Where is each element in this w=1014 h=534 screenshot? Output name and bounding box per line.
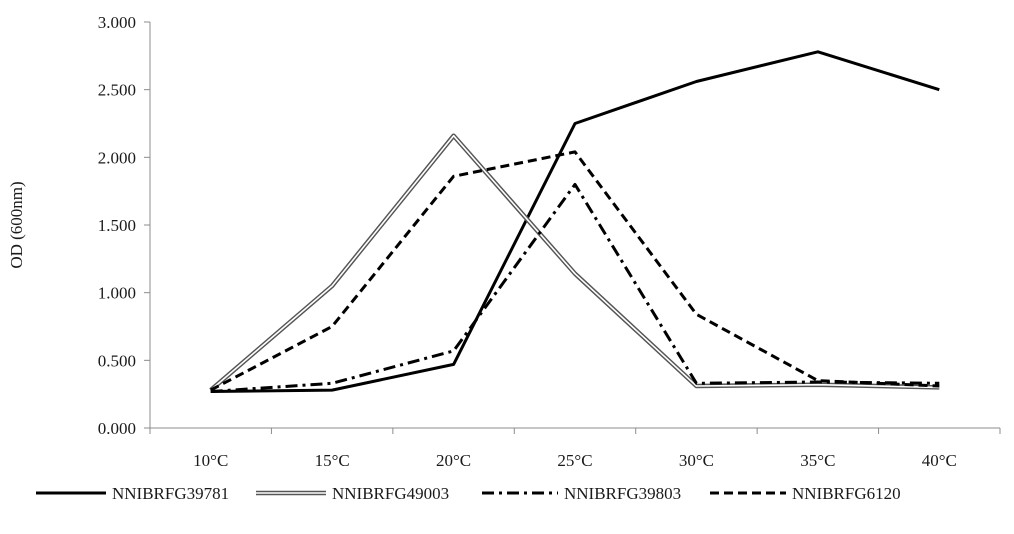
series-line-nnibrfg6120 — [210, 150, 940, 392]
legend-label: NNIBRFG49003 — [332, 484, 449, 503]
series-outline — [209, 133, 940, 392]
legend-item: NNIBRFG6120 — [710, 484, 901, 503]
y-axis-title: OD (600nm) — [7, 181, 26, 268]
legend-item: NNIBRFG49003 — [256, 484, 449, 503]
y-tick-label: 3.000 — [98, 13, 136, 32]
series-path — [210, 182, 940, 393]
y-tick-label: 0.000 — [98, 419, 136, 438]
x-tick-label: 10°C — [193, 451, 228, 470]
x-tick-label: 30°C — [679, 451, 714, 470]
series-line-nnibrfg49003 — [209, 133, 940, 392]
y-axis-ticks: 0.000 0.500 1.000 1.500 2.000 2.500 3.000 — [98, 13, 150, 438]
y-tick-label: 0.500 — [98, 351, 136, 370]
legend-label: NNIBRFG39803 — [564, 484, 681, 503]
legend-label: NNIBRFG39781 — [112, 484, 229, 503]
x-tick-label: 15°C — [315, 451, 350, 470]
series-line-nnibrfg39803 — [210, 182, 940, 393]
x-tick-label: 20°C — [436, 451, 471, 470]
legend-label: NNIBRFG6120 — [792, 484, 901, 503]
y-tick-label: 2.000 — [98, 148, 136, 167]
legend-item: NNIBRFG39803 — [482, 484, 681, 503]
legend-item: NNIBRFG39781 — [36, 484, 229, 503]
x-tick-label: 40°C — [922, 451, 957, 470]
y-tick-label: 1.000 — [98, 284, 136, 303]
y-tick-label: 1.500 — [98, 216, 136, 235]
x-tick-label: 25°C — [557, 451, 592, 470]
series-path — [210, 150, 940, 392]
y-tick-label: 2.500 — [98, 81, 136, 100]
legend: NNIBRFG39781 NNIBRFG49003 NNIBRFG39803 NNIB… — [36, 484, 901, 503]
series-inner — [210, 134, 940, 391]
x-axis-ticks: 10°C 15°C 20°C 25°C 30°C 35°C 40°C — [149, 428, 1001, 470]
series-line-nnibrfg39781 — [210, 50, 940, 393]
series-path — [210, 50, 940, 393]
series-layer — [209, 50, 940, 393]
x-tick-label: 35°C — [800, 451, 835, 470]
